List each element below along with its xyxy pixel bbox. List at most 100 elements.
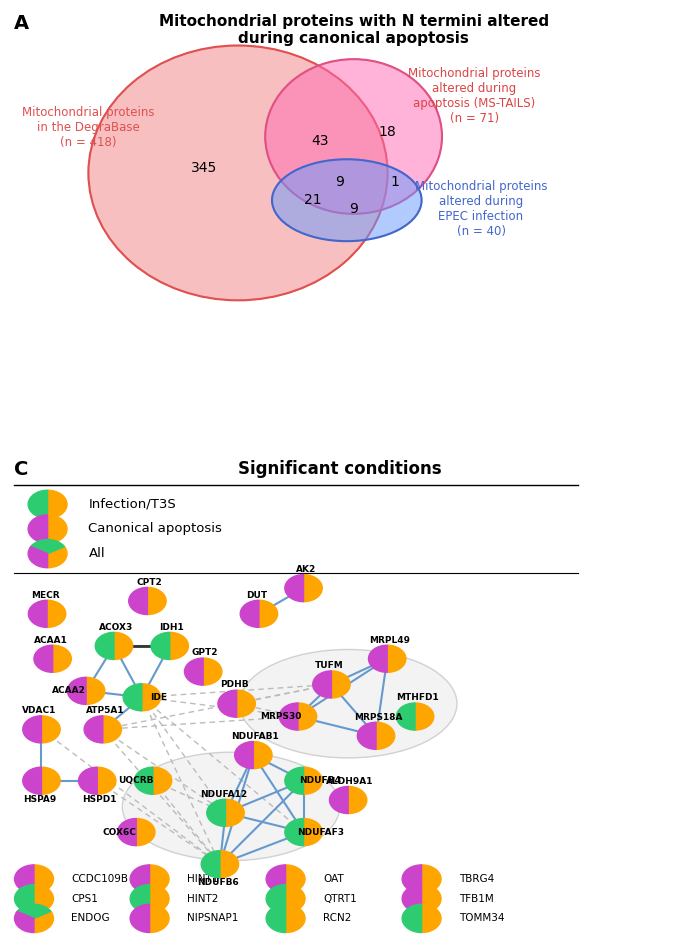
- Wedge shape: [415, 703, 434, 730]
- Wedge shape: [226, 799, 244, 827]
- Wedge shape: [303, 767, 322, 794]
- Wedge shape: [129, 588, 148, 614]
- Wedge shape: [396, 703, 415, 730]
- Wedge shape: [34, 911, 54, 933]
- Wedge shape: [22, 767, 41, 794]
- Wedge shape: [48, 547, 67, 568]
- Wedge shape: [153, 767, 171, 794]
- Text: NDUFA12: NDUFA12: [200, 790, 247, 798]
- Wedge shape: [14, 911, 34, 933]
- Text: HSPD1: HSPD1: [82, 795, 116, 804]
- Text: 18: 18: [379, 125, 396, 139]
- Text: 9: 9: [349, 202, 358, 216]
- Wedge shape: [402, 884, 422, 913]
- Text: Significant conditions: Significant conditions: [238, 460, 442, 478]
- Text: IDE: IDE: [150, 693, 167, 702]
- Text: ACAA1: ACAA1: [33, 635, 67, 645]
- Wedge shape: [240, 600, 259, 628]
- Wedge shape: [286, 904, 305, 933]
- Wedge shape: [86, 677, 105, 704]
- Wedge shape: [114, 632, 133, 660]
- Text: Infection/T3S: Infection/T3S: [88, 498, 176, 511]
- Text: COX6C: COX6C: [102, 828, 136, 836]
- Wedge shape: [103, 716, 122, 743]
- Wedge shape: [279, 703, 298, 730]
- Wedge shape: [52, 646, 71, 672]
- Wedge shape: [207, 799, 226, 827]
- Text: Mitochondrial proteins
altered during
EPEC infection
(n = 40): Mitochondrial proteins altered during EP…: [415, 180, 547, 238]
- Text: 345: 345: [191, 161, 217, 175]
- Wedge shape: [97, 767, 116, 794]
- Wedge shape: [41, 716, 61, 743]
- Wedge shape: [329, 787, 348, 813]
- Wedge shape: [266, 884, 286, 913]
- Wedge shape: [14, 865, 34, 893]
- Wedge shape: [285, 767, 303, 794]
- Text: MECR: MECR: [31, 591, 59, 599]
- Wedge shape: [130, 904, 150, 933]
- Wedge shape: [118, 818, 136, 846]
- Text: UQCRB: UQCRB: [118, 776, 154, 785]
- Text: CPT2: CPT2: [137, 577, 163, 587]
- Text: TUFM: TUFM: [315, 661, 344, 670]
- Text: ACAA2: ACAA2: [52, 686, 86, 696]
- Text: C: C: [14, 460, 28, 479]
- Text: QTRT1: QTRT1: [323, 894, 357, 903]
- Wedge shape: [402, 865, 422, 893]
- Text: Canonical apoptosis: Canonical apoptosis: [88, 522, 222, 536]
- Wedge shape: [130, 865, 150, 893]
- Wedge shape: [402, 904, 422, 933]
- Wedge shape: [31, 539, 65, 554]
- Text: PDHB: PDHB: [220, 681, 249, 689]
- Wedge shape: [285, 574, 303, 602]
- Text: IDH1: IDH1: [159, 623, 184, 631]
- Text: HINT1: HINT1: [187, 874, 218, 884]
- Wedge shape: [130, 884, 150, 913]
- Ellipse shape: [265, 59, 442, 214]
- Text: ATP5A1: ATP5A1: [86, 706, 124, 715]
- Wedge shape: [218, 690, 237, 718]
- Text: GPT2: GPT2: [192, 648, 218, 657]
- Wedge shape: [142, 684, 160, 711]
- Wedge shape: [237, 690, 256, 718]
- Text: NDUFAF3: NDUFAF3: [297, 828, 344, 836]
- Text: NDUFB6: NDUFB6: [197, 879, 239, 887]
- Wedge shape: [48, 515, 67, 543]
- Text: MTHFD1: MTHFD1: [396, 693, 439, 702]
- Wedge shape: [422, 884, 441, 913]
- Text: TBRG4: TBRG4: [459, 874, 494, 884]
- Text: Mitochondrial proteins
in the DegraBase
(n = 418): Mitochondrial proteins in the DegraBase …: [22, 106, 154, 149]
- Wedge shape: [22, 716, 41, 743]
- Wedge shape: [123, 684, 142, 711]
- Text: NDUFAB1: NDUFAB1: [231, 732, 279, 740]
- Wedge shape: [150, 884, 169, 913]
- Text: MRPS18A: MRPS18A: [354, 713, 403, 721]
- Wedge shape: [313, 671, 331, 698]
- Wedge shape: [348, 787, 367, 813]
- Text: TOMM34: TOMM34: [459, 914, 505, 923]
- Wedge shape: [29, 600, 47, 628]
- Wedge shape: [34, 646, 52, 672]
- Wedge shape: [28, 547, 48, 568]
- Wedge shape: [28, 490, 48, 519]
- Text: CCDC109B: CCDC109B: [71, 874, 129, 884]
- Text: TFB1M: TFB1M: [459, 894, 494, 903]
- Text: ACOX3: ACOX3: [99, 623, 133, 631]
- Wedge shape: [134, 767, 153, 794]
- Wedge shape: [48, 490, 67, 519]
- Text: HINT2: HINT2: [187, 894, 218, 903]
- Wedge shape: [151, 632, 170, 660]
- Wedge shape: [376, 722, 394, 749]
- Wedge shape: [254, 741, 272, 769]
- Wedge shape: [259, 600, 277, 628]
- Wedge shape: [266, 865, 286, 893]
- Text: ALDH9A1: ALDH9A1: [326, 776, 374, 786]
- Ellipse shape: [122, 752, 340, 861]
- Text: 21: 21: [304, 193, 322, 208]
- Ellipse shape: [88, 46, 388, 301]
- Wedge shape: [331, 671, 350, 698]
- Wedge shape: [84, 716, 103, 743]
- Wedge shape: [67, 677, 86, 704]
- Text: VDAC1: VDAC1: [22, 706, 56, 715]
- Wedge shape: [170, 632, 188, 660]
